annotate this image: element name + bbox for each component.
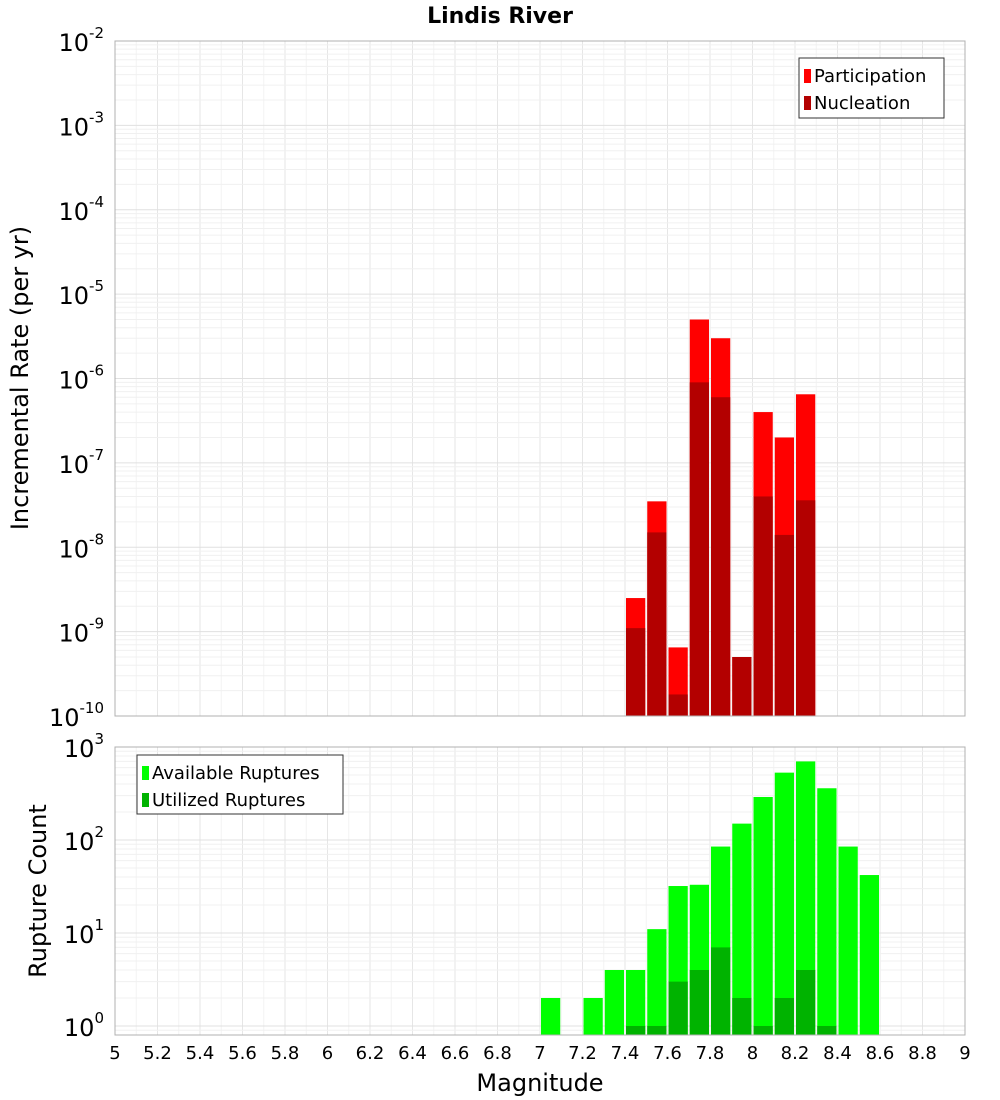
y-tick-label: 10-7 bbox=[58, 446, 104, 479]
bar-utilized-ruptures bbox=[626, 1025, 646, 1035]
top-bars bbox=[626, 319, 816, 716]
bar-utilized-ruptures bbox=[774, 997, 794, 1035]
bar-nucleation bbox=[689, 382, 709, 716]
bar-utilized-ruptures bbox=[732, 997, 752, 1035]
top-grid bbox=[115, 41, 965, 716]
x-tick-label: 6.2 bbox=[356, 1043, 385, 1064]
bar-available-ruptures bbox=[838, 846, 858, 1035]
bar-utilized-ruptures bbox=[711, 947, 731, 1035]
x-tick-label: 6 bbox=[322, 1043, 333, 1064]
legend-swatch bbox=[142, 793, 149, 807]
bar-available-ruptures bbox=[626, 969, 646, 1035]
bar-nucleation bbox=[774, 534, 794, 716]
y-tick-label: 100 bbox=[64, 1009, 104, 1042]
legend-label: Nucleation bbox=[814, 93, 910, 114]
y-tick-label: 101 bbox=[64, 916, 104, 949]
bar-nucleation bbox=[753, 496, 773, 716]
x-tick-label: 7 bbox=[534, 1043, 545, 1064]
top-y-axis-label: Incremental Rate (per yr) bbox=[6, 226, 34, 530]
x-tick-label: 5.4 bbox=[186, 1043, 215, 1064]
y-tick-label: 10-8 bbox=[58, 530, 104, 563]
legend-swatch bbox=[142, 766, 149, 780]
x-tick-label: 8.2 bbox=[781, 1043, 810, 1064]
legend-swatch bbox=[804, 96, 811, 110]
bar-utilized-ruptures bbox=[689, 969, 709, 1035]
y-tick-label: 10-9 bbox=[58, 615, 104, 648]
top-legend: Participation Nucleation bbox=[798, 57, 945, 119]
x-tick-label: 5.8 bbox=[271, 1043, 300, 1064]
y-tick-label: 10-4 bbox=[58, 193, 104, 226]
y-tick-label: 103 bbox=[64, 730, 104, 763]
bottom-plot-frame bbox=[114, 746, 966, 1036]
y-tick-label: 10-6 bbox=[58, 362, 104, 395]
legend-label: Participation bbox=[814, 66, 926, 87]
top-y-tick-labels: 10-10 10-9 10-8 10-7 10-6 10-5 10-4 10-3 10-2 bbox=[49, 24, 104, 732]
bottom-bars bbox=[541, 761, 879, 1035]
bar-available-ruptures bbox=[753, 796, 773, 1035]
x-tick-label: 7.8 bbox=[696, 1043, 725, 1064]
bar-utilized-ruptures bbox=[753, 1025, 773, 1035]
x-tick-label: 8.8 bbox=[908, 1043, 937, 1064]
x-tick-label: 8.6 bbox=[866, 1043, 895, 1064]
bar-nucleation bbox=[626, 628, 646, 716]
bar-available-ruptures bbox=[796, 761, 816, 1035]
bar-available-ruptures bbox=[774, 772, 794, 1035]
bar-available-ruptures bbox=[817, 788, 837, 1035]
x-tick-label: 7.2 bbox=[568, 1043, 597, 1064]
y-tick-label: 10-3 bbox=[58, 108, 104, 141]
x-tick-labels: 5 5.2 5.4 5.6 5.8 6 6.2 6.4 6.6 6.8 7 7.2 7.4 7.6 7.8 8… bbox=[109, 1043, 970, 1064]
x-tick-label: 8.4 bbox=[823, 1043, 852, 1064]
bar-utilized-ruptures bbox=[647, 1025, 667, 1035]
x-tick-label: 5.6 bbox=[228, 1043, 257, 1064]
x-tick-label: 6.4 bbox=[398, 1043, 427, 1064]
bar-available-ruptures bbox=[604, 969, 624, 1035]
x-tick-label: 5 bbox=[109, 1043, 120, 1064]
bar-available-ruptures bbox=[583, 997, 603, 1035]
legend-label: Utilized Ruptures bbox=[152, 790, 305, 811]
bar-nucleation bbox=[647, 532, 667, 716]
bar-utilized-ruptures bbox=[796, 969, 816, 1035]
bar-available-ruptures bbox=[859, 875, 879, 1035]
legend-swatch bbox=[804, 69, 811, 83]
bar-utilized-ruptures bbox=[668, 981, 688, 1035]
top-rate-panel: 10-10 10-9 10-8 10-7 10-6 10-5 10-4 10-3 10-2 In… bbox=[6, 24, 966, 732]
y-tick-label: 10-10 bbox=[49, 699, 104, 732]
x-tick-label: 8 bbox=[747, 1043, 758, 1064]
x-tick-label: 7.6 bbox=[653, 1043, 682, 1064]
y-tick-label: 10-5 bbox=[58, 277, 104, 310]
bottom-y-axis-label: Rupture Count bbox=[24, 804, 52, 978]
bottom-count-panel: 100 101 102 103 Rupture Count 5 5.2 5.4 5.6 5.8… bbox=[24, 730, 971, 1097]
legend-box bbox=[798, 57, 945, 119]
x-tick-label: 9 bbox=[959, 1043, 970, 1064]
legend-label: Available Ruptures bbox=[152, 763, 320, 784]
bar-available-ruptures bbox=[541, 997, 561, 1035]
bar-utilized-ruptures bbox=[817, 1025, 837, 1035]
y-tick-label: 102 bbox=[64, 823, 104, 856]
x-axis-label: Magnitude bbox=[476, 1069, 603, 1097]
x-tick-label: 6.8 bbox=[483, 1043, 512, 1064]
chart-title: Lindis River bbox=[427, 4, 573, 29]
bottom-legend: Available Ruptures Utilized Ruptures bbox=[136, 754, 344, 815]
bar-nucleation bbox=[732, 657, 752, 716]
bottom-y-tick-labels: 100 101 102 103 bbox=[64, 730, 104, 1042]
x-tick-label: 6.6 bbox=[441, 1043, 470, 1064]
bar-nucleation bbox=[668, 694, 688, 716]
bar-nucleation bbox=[796, 500, 816, 716]
top-plot-frame bbox=[114, 40, 966, 717]
x-tick-label: 5.2 bbox=[143, 1043, 172, 1064]
legend-box bbox=[136, 754, 344, 815]
bar-nucleation bbox=[711, 397, 731, 716]
bar-available-ruptures bbox=[647, 929, 667, 1035]
bar-available-ruptures bbox=[732, 823, 752, 1035]
y-tick-label: 10-2 bbox=[58, 24, 104, 57]
x-tick-label: 7.4 bbox=[611, 1043, 640, 1064]
